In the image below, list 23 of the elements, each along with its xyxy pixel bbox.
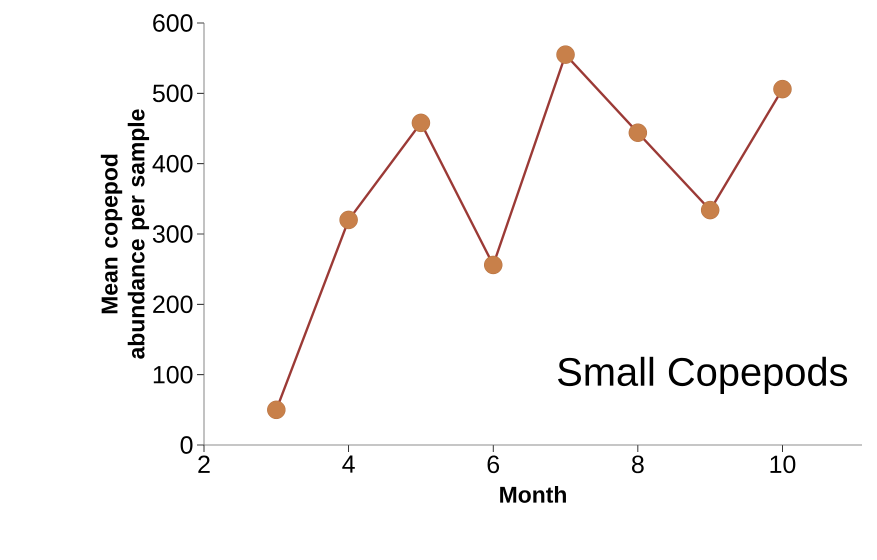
y-tick-label: 500 xyxy=(152,84,192,102)
x-tick-label: 10 xyxy=(770,456,796,474)
y-tick-label: 0 xyxy=(180,436,193,454)
point xyxy=(700,200,720,220)
annotation: Small Copepods xyxy=(558,356,848,394)
point xyxy=(412,114,430,132)
x-tick-label: 6 xyxy=(488,456,500,474)
y-tick-label: 400 xyxy=(152,154,192,172)
x-tick-label: 2 xyxy=(198,456,210,473)
point xyxy=(267,400,286,420)
point xyxy=(628,123,648,142)
point xyxy=(556,45,575,64)
point xyxy=(484,256,502,274)
y-tick-label: 300 xyxy=(152,225,192,243)
y-tick-label: 600 xyxy=(153,14,192,32)
point xyxy=(339,210,358,230)
y-tick-label: 200 xyxy=(153,296,192,314)
x-tick-label: 8 xyxy=(632,456,644,474)
x-tick-label: 4 xyxy=(342,456,355,473)
point xyxy=(773,80,792,98)
y-tick-label: 100 xyxy=(154,366,192,384)
x-axis-title: Month xyxy=(500,486,566,503)
y-axis-title: Mean copepod abundance per sample xyxy=(100,109,150,359)
